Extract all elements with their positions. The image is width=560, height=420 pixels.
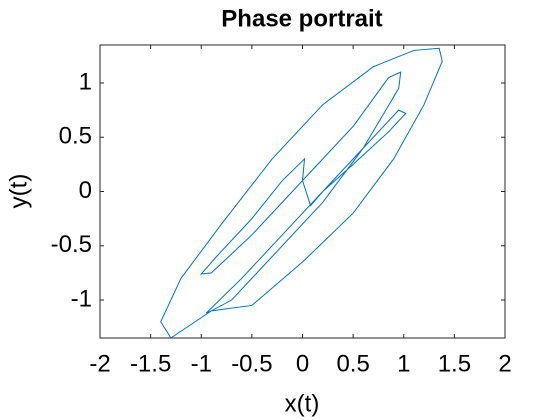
y-tick-label: 1 — [79, 68, 92, 95]
y-tick-label: 0.5 — [59, 123, 92, 150]
x-tick-label: 1.5 — [438, 350, 471, 377]
chart-title: Phase portrait — [221, 5, 382, 32]
x-tick-label: -2 — [89, 350, 110, 377]
x-tick-label: 1 — [397, 350, 410, 377]
x-tick-label: -1 — [191, 350, 212, 377]
y-tick-label: -0.5 — [51, 231, 92, 258]
x-tick-label: 2 — [498, 350, 511, 377]
plot-frame — [99, 44, 506, 339]
x-tick-label: 0.5 — [336, 350, 369, 377]
x-tick-label: -0.5 — [231, 350, 272, 377]
data-line — [160, 47, 443, 339]
y-tick-label: -1 — [71, 285, 92, 312]
x-tick-label: -1.5 — [130, 350, 171, 377]
x-axis-label: x(t) — [285, 390, 320, 417]
y-tick-label: 0 — [79, 177, 92, 204]
x-tick-label: 0 — [296, 350, 309, 377]
y-axis-label: y(t) — [5, 174, 32, 209]
